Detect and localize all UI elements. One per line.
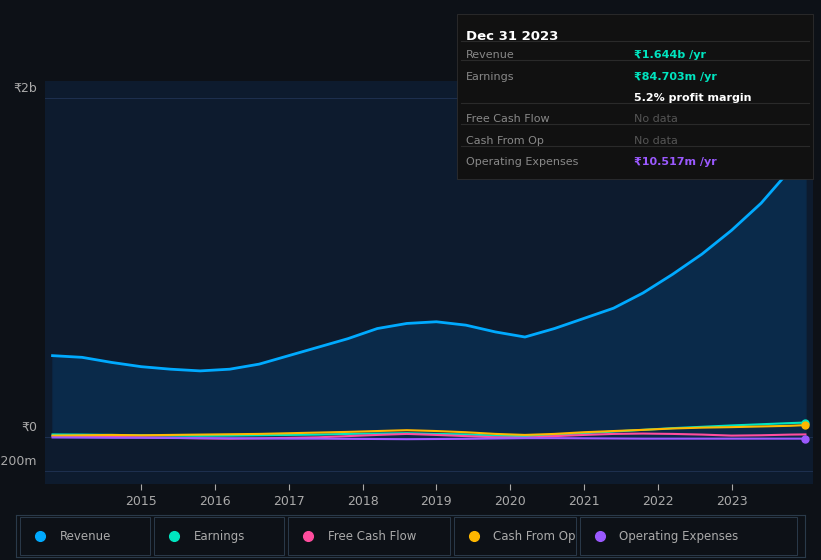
Text: Free Cash Flow: Free Cash Flow <box>328 530 416 543</box>
Text: No data: No data <box>634 114 677 124</box>
Text: Cash From Op: Cash From Op <box>466 136 544 146</box>
Text: Free Cash Flow: Free Cash Flow <box>466 114 549 124</box>
Text: Dec 31 2023: Dec 31 2023 <box>466 30 558 43</box>
Text: ₹84.703m /yr: ₹84.703m /yr <box>634 72 717 82</box>
Text: -₹200m: -₹200m <box>0 455 37 468</box>
Text: 5.2% profit margin: 5.2% profit margin <box>634 93 751 103</box>
Text: Operating Expenses: Operating Expenses <box>619 530 739 543</box>
Text: Cash From Op: Cash From Op <box>493 530 576 543</box>
Text: Earnings: Earnings <box>194 530 245 543</box>
Text: ₹1.644b /yr: ₹1.644b /yr <box>634 50 706 60</box>
Text: Revenue: Revenue <box>466 50 514 60</box>
Text: No data: No data <box>634 136 677 146</box>
Text: Revenue: Revenue <box>60 530 111 543</box>
Text: Earnings: Earnings <box>466 72 514 82</box>
Text: ₹10.517m /yr: ₹10.517m /yr <box>634 157 717 167</box>
Text: ₹2b: ₹2b <box>13 82 37 95</box>
Text: Operating Expenses: Operating Expenses <box>466 157 578 167</box>
Text: ₹0: ₹0 <box>21 421 37 434</box>
